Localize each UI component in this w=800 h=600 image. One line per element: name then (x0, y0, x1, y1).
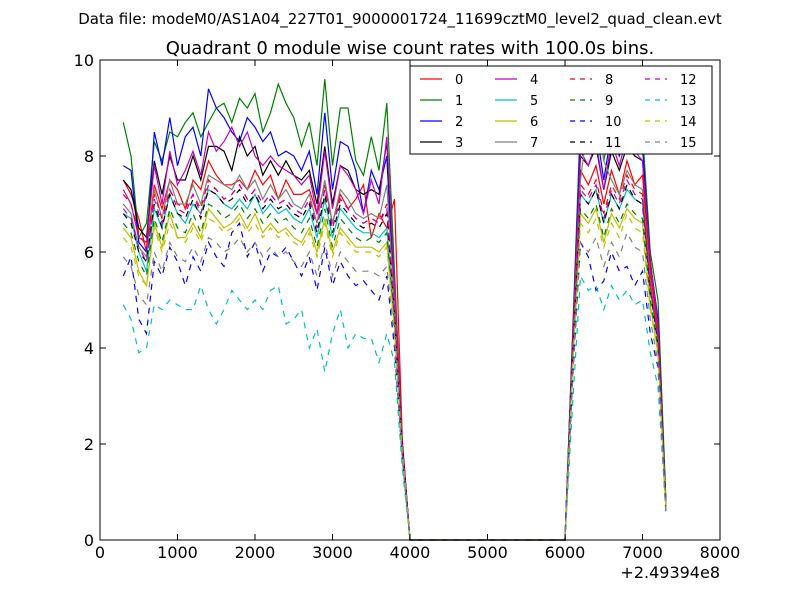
legend-label-8: 8 (605, 73, 613, 88)
legend-label-2: 2 (455, 115, 463, 130)
series-line-13 (122, 273, 667, 541)
x-offset-label: +2.49394e8 (620, 563, 720, 582)
y-tick-label: 2 (84, 435, 94, 454)
x-tick-label: 4000 (390, 543, 431, 562)
series-line-9 (122, 202, 667, 541)
series-line-8 (122, 173, 667, 541)
series-line-12 (122, 178, 667, 541)
legend-label-10: 10 (605, 115, 622, 130)
x-tick-label: 1000 (157, 543, 198, 562)
series-line-6 (122, 207, 667, 541)
x-tick-label: 0 (95, 543, 105, 562)
legend-box (409, 65, 713, 155)
legend-label-6: 6 (530, 115, 538, 130)
series-line-11 (122, 183, 667, 541)
x-tick-label: 5000 (467, 543, 508, 562)
y-tick-label: 0 (84, 531, 94, 550)
x-tick-label: 3000 (312, 543, 353, 562)
chart-title: Quadrant 0 module wise count rates with … (166, 38, 655, 59)
y-tick-label: 4 (84, 339, 94, 358)
legend-label-4: 4 (530, 73, 538, 88)
legend-label-5: 5 (530, 94, 538, 109)
legend-label-15: 15 (680, 136, 697, 151)
x-tick-label: 7000 (622, 543, 663, 562)
x-tick-label: 2000 (235, 543, 276, 562)
x-tick-label: 6000 (545, 543, 586, 562)
y-tick-label: 10 (74, 51, 94, 70)
y-tick-label: 6 (84, 243, 94, 262)
legend-label-9: 9 (605, 94, 613, 109)
series-line-10 (122, 221, 667, 541)
legend-label-3: 3 (455, 136, 463, 151)
y-tick-label: 8 (84, 147, 94, 166)
legend-label-0: 0 (455, 73, 463, 88)
series-line-14 (122, 212, 667, 541)
legend-label-7: 7 (530, 136, 538, 151)
legend-label-11: 11 (605, 136, 622, 151)
x-tick-label: 8000 (700, 543, 741, 562)
legend-label-13: 13 (680, 94, 697, 109)
legend-label-12: 12 (680, 73, 697, 88)
chart-suptitle: Data file: modeM0/AS1A04_227T01_90000017… (78, 10, 722, 29)
plot-lines (122, 79, 667, 541)
series-line-4 (122, 125, 667, 541)
legend-label-1: 1 (455, 94, 463, 109)
legend-label-14: 14 (680, 115, 697, 130)
